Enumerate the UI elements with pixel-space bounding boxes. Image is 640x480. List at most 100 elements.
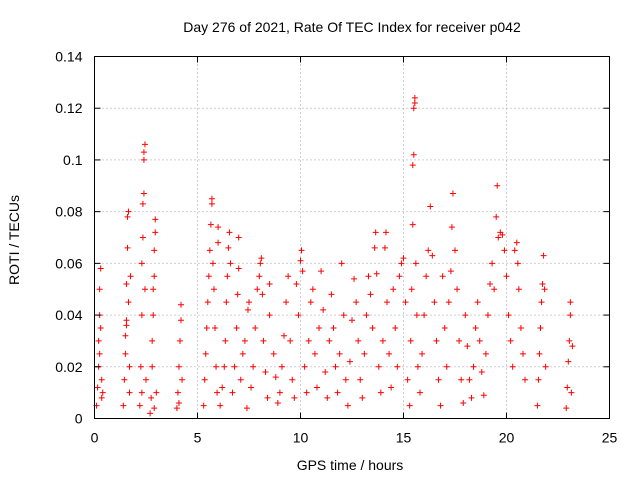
- data-point: [226, 229, 232, 235]
- data-point: [454, 286, 460, 292]
- data-point: [174, 405, 180, 411]
- data-point: [219, 384, 225, 390]
- data-point: [208, 222, 214, 228]
- data-point: [343, 377, 349, 383]
- data-point: [464, 343, 470, 349]
- y-tick-label: 0.06: [55, 255, 82, 271]
- data-point: [450, 191, 456, 197]
- data-point: [444, 364, 450, 370]
- data-point: [235, 291, 241, 297]
- data-point: [97, 286, 103, 292]
- data-point: [236, 266, 242, 272]
- data-point: [411, 152, 417, 158]
- data-point: [178, 317, 184, 323]
- data-point: [141, 149, 147, 155]
- data-point: [123, 322, 129, 328]
- data-point: [341, 312, 347, 318]
- data-point: [411, 105, 417, 111]
- data-point: [401, 255, 407, 261]
- data-point: [347, 359, 353, 365]
- data-point: [279, 364, 285, 370]
- data-point: [140, 201, 146, 207]
- data-point: [213, 364, 219, 370]
- data-point: [449, 224, 455, 230]
- data-point: [149, 338, 155, 344]
- data-point: [368, 291, 374, 297]
- data-point: [326, 338, 332, 344]
- data-point: [176, 400, 182, 406]
- data-point: [487, 281, 493, 287]
- data-point: [473, 325, 479, 331]
- data-point: [483, 351, 489, 357]
- data-point: [504, 273, 510, 279]
- data-point: [539, 299, 545, 305]
- data-point: [456, 338, 462, 344]
- data-point: [238, 377, 244, 383]
- data-point: [462, 312, 468, 318]
- data-point: [201, 403, 207, 409]
- data-point: [515, 260, 521, 266]
- data-point: [246, 299, 252, 305]
- data-point: [516, 286, 522, 292]
- data-point: [151, 405, 157, 411]
- data-point: [386, 351, 392, 357]
- data-point: [514, 240, 520, 246]
- x-tick-label: 20: [499, 430, 515, 446]
- data-point: [139, 260, 145, 266]
- data-point: [143, 377, 149, 383]
- data-point: [221, 364, 227, 370]
- data-point: [142, 286, 148, 292]
- y-tick-label: 0.14: [55, 49, 82, 65]
- data-point: [376, 364, 382, 370]
- data-point: [123, 281, 129, 287]
- x-tick-label: 10: [293, 430, 309, 446]
- data-point: [357, 377, 363, 383]
- data-point: [234, 325, 240, 331]
- data-point: [543, 364, 549, 370]
- chart-title: Day 276 of 2021, Rate Of TEC Index for r…: [183, 19, 521, 35]
- data-point: [405, 377, 411, 383]
- data-point: [120, 403, 126, 409]
- data-point: [494, 183, 500, 189]
- data-point: [452, 247, 458, 253]
- data-point: [410, 222, 416, 228]
- data-point: [176, 364, 182, 370]
- data-point: [214, 390, 220, 396]
- data-point: [522, 377, 528, 383]
- data-point: [361, 351, 367, 357]
- data-point: [563, 405, 569, 411]
- y-tick-label: 0.12: [55, 100, 82, 116]
- data-point: [394, 364, 400, 370]
- data-point: [138, 364, 144, 370]
- data-point: [438, 403, 444, 409]
- data-point: [390, 286, 396, 292]
- data-point: [98, 266, 104, 272]
- data-point: [139, 390, 145, 396]
- data-point: [335, 390, 341, 396]
- data-point: [312, 351, 318, 357]
- data-point: [564, 384, 570, 390]
- data-point: [139, 312, 145, 318]
- data-point: [535, 377, 541, 383]
- data-point: [491, 286, 497, 292]
- data-point: [256, 273, 262, 279]
- data-point: [252, 325, 258, 331]
- data-point: [206, 273, 212, 279]
- data-point: [407, 403, 413, 409]
- data-point: [254, 286, 260, 292]
- data-point: [178, 302, 184, 308]
- data-point: [569, 343, 575, 349]
- data-point: [230, 390, 236, 396]
- data-point: [413, 260, 419, 266]
- data-point: [209, 201, 215, 207]
- data-point: [567, 299, 573, 305]
- data-point: [242, 338, 248, 344]
- data-point: [567, 312, 573, 318]
- data-point: [537, 325, 543, 331]
- data-point: [151, 247, 157, 253]
- data-point: [147, 410, 153, 416]
- data-point: [378, 390, 384, 396]
- plot-frame: [95, 57, 610, 419]
- data-point: [339, 260, 345, 266]
- data-point: [355, 338, 361, 344]
